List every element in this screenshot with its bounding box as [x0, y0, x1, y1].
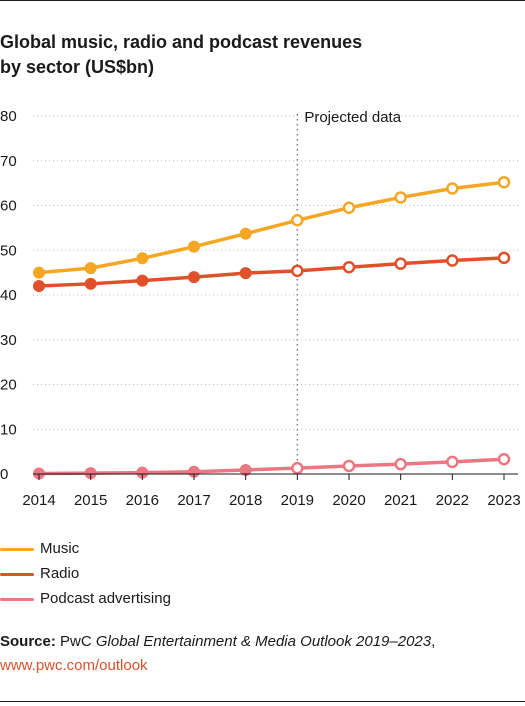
source-label: Source: — [0, 633, 56, 650]
y-tick-label-50: 50 — [0, 242, 17, 259]
x-tick-label-2015: 2015 — [74, 492, 107, 509]
point-podcast-2018 — [239, 463, 252, 476]
chart-title-line-1: Global music, radio and podcast revenues — [0, 32, 363, 52]
point-radio-2022 — [446, 254, 459, 267]
point-radio-2021 — [394, 257, 407, 270]
point-radio-2023 — [497, 251, 511, 265]
source-url-link[interactable]: www.pwc.com/outlook — [0, 657, 148, 674]
y-tick-label-30: 30 — [0, 332, 17, 349]
source-note: Source: PwC Global Entertainment & Media… — [0, 630, 520, 678]
legend-item-music: Music — [0, 538, 300, 560]
y-tick-label-10: 10 — [0, 421, 17, 438]
point-music-2014 — [33, 266, 45, 279]
x-tick-label-2018: 2018 — [229, 492, 262, 509]
point-music-2017 — [188, 240, 200, 253]
x-tick-label-2014: 2014 — [22, 492, 55, 509]
x-tick-label-2016: 2016 — [126, 492, 159, 509]
series-line-radio — [37, 256, 506, 288]
point-radio-2016 — [136, 274, 149, 287]
point-podcast-2021 — [394, 457, 407, 471]
legend-swatch-music — [0, 548, 34, 551]
point-radio-2014 — [33, 280, 45, 293]
y-tick-label-20: 20 — [0, 377, 17, 394]
grid-layer — [33, 115, 518, 430]
point-music-2019 — [291, 214, 304, 227]
y-tick-label-80: 80 — [0, 108, 17, 125]
y-tick-label-40: 40 — [0, 287, 17, 304]
point-radio-2019 — [291, 264, 304, 278]
point-radio-2015 — [84, 277, 97, 290]
x-tick-label-2023: 2023 — [487, 492, 520, 509]
point-music-2023 — [497, 175, 511, 189]
bottom-rule — [0, 701, 525, 702]
x-tick-label-2020: 2020 — [332, 492, 365, 509]
series-line-podcast — [37, 457, 506, 476]
axis-layer: 0 10 20 30 40 50 60 70 80 2014 2015 2016 2017 2018 201… — [0, 108, 521, 509]
point-podcast-2019 — [291, 461, 304, 475]
source-publisher: PwC — [60, 633, 92, 650]
point-podcast-2016 — [136, 466, 149, 479]
y-tick-label-70: 70 — [0, 153, 17, 170]
point-music-2022 — [446, 182, 459, 195]
line-chart: Projected data 0 10 20 30 40 50 60 70 80 2014 2015… — [0, 108, 521, 509]
point-radio-2020 — [342, 261, 356, 274]
x-tick-label-2019: 2019 — [281, 492, 314, 509]
point-music-2021 — [394, 191, 407, 204]
source-publication: Global Entertainment & Media Outlook 201… — [95, 633, 432, 650]
legend-swatch-radio — [0, 573, 34, 576]
legend-item-podcast: Podcast advertising — [0, 588, 300, 610]
point-podcast-2023 — [497, 452, 511, 466]
y-tick-label-0: 0 — [0, 466, 8, 483]
legend-label-music: Music — [40, 540, 80, 557]
point-music-2015 — [84, 262, 97, 275]
projection-divider-layer: Projected data — [296, 109, 402, 474]
point-music-2016 — [136, 252, 149, 265]
legend-item-radio: Radio — [0, 563, 300, 585]
series-layer — [33, 175, 511, 480]
legend-label-radio: Radio — [40, 565, 80, 582]
point-podcast-2020 — [342, 459, 356, 473]
projection-annotation: Projected data — [304, 109, 401, 126]
point-radio-2018 — [239, 267, 252, 280]
y-tick-label-60: 60 — [0, 198, 17, 215]
legend-label-podcast: Podcast advertising — [40, 590, 171, 607]
chart-title-line-2: by sector (US$bn) — [0, 57, 155, 77]
series-line-music — [37, 180, 506, 275]
point-podcast-2015 — [84, 467, 97, 480]
x-tick-label-2022: 2022 — [436, 492, 469, 509]
source-trail: , — [431, 633, 436, 650]
point-radio-2017 — [188, 271, 200, 284]
point-music-2018 — [239, 227, 252, 240]
x-tick-label-2017: 2017 — [177, 492, 210, 509]
top-rule — [0, 0, 525, 1]
point-music-2020 — [342, 201, 356, 214]
legend-swatch-podcast — [0, 598, 34, 601]
point-podcast-2017 — [188, 465, 200, 478]
x-tick-label-2021: 2021 — [384, 492, 417, 509]
chart-title: Global music, radio and podcast revenues… — [0, 30, 440, 80]
point-podcast-2022 — [446, 455, 459, 469]
